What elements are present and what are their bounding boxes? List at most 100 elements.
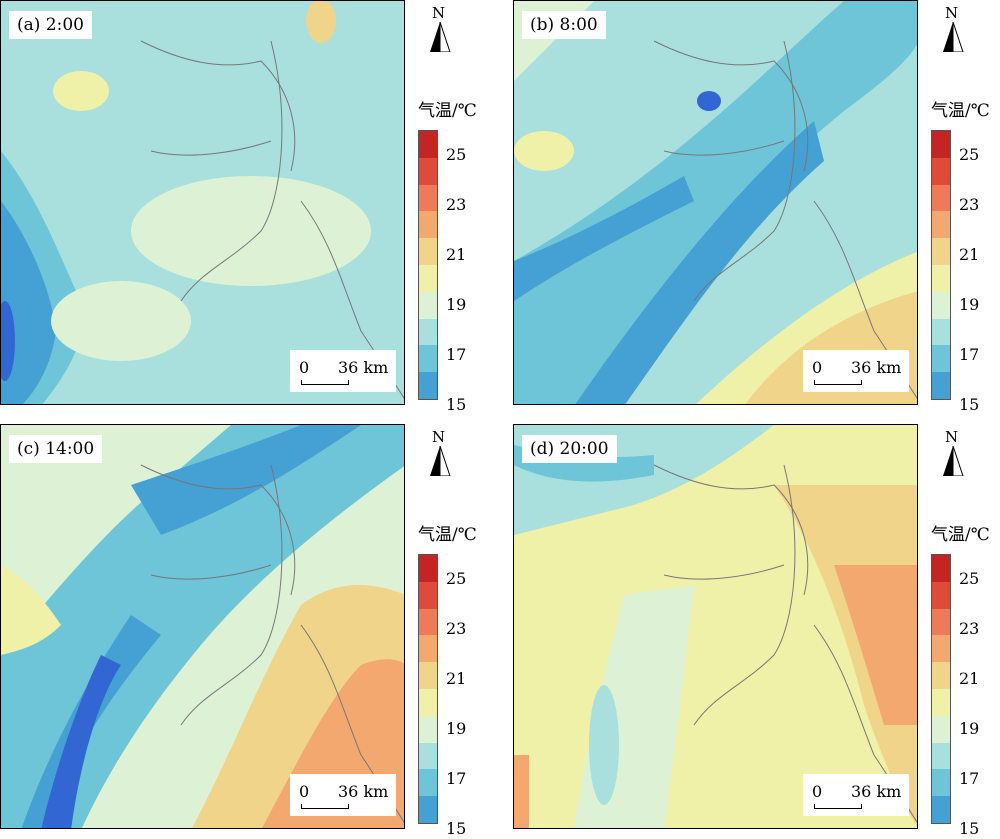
temperature-zone <box>514 1 917 404</box>
legend-title: 气温/℃ <box>931 101 990 121</box>
legend-swatch <box>419 238 437 265</box>
legend-swatch <box>932 372 950 399</box>
temperature-zone <box>589 685 619 805</box>
admin-boundary <box>180 464 283 726</box>
map-panel-d: (d) 20:00 0 36 km N 气温/℃ 25 23 21 19 17 15 <box>513 424 1000 839</box>
temperature-zone <box>514 755 529 828</box>
temperature-zone <box>834 565 917 725</box>
legend-swatch <box>932 318 950 346</box>
temperature-map: (a) 2:00 0 36 km <box>0 0 405 405</box>
temperature-zone <box>51 281 191 361</box>
legend-tick: 23 <box>959 619 980 638</box>
legend-swatch <box>419 742 437 770</box>
legend-swatch <box>932 184 950 212</box>
admin-boundary <box>180 40 283 302</box>
legend-swatch <box>932 581 950 609</box>
legend-tick: 23 <box>446 195 467 214</box>
temperature-zone <box>514 176 694 301</box>
scale-bar-zero: 0 <box>299 782 310 801</box>
temperature-zone <box>1 201 56 404</box>
admin-boundary <box>140 464 296 596</box>
legend-tick: 15 <box>446 819 467 838</box>
panel-label: (a) 2:00 <box>9 11 92 39</box>
legend-swatch <box>419 211 437 239</box>
temperature-zone <box>131 425 361 535</box>
temperature-zone <box>1 301 15 381</box>
map-panel-a: (a) 2:00 0 36 km N 气温/℃ 25 23 21 19 17 15 <box>0 0 510 415</box>
legend-title: 气温/℃ <box>418 101 477 121</box>
panel-label: (b) 8:00 <box>522 11 606 39</box>
north-label: N <box>432 428 446 446</box>
map-panel-b: (b) 8:00 0 36 km N 气温/℃ 25 23 21 19 17 15 <box>513 0 1000 415</box>
scale-bar: 0 36 km <box>803 350 909 392</box>
north-arrow-icon: N <box>938 4 968 52</box>
legend-swatch <box>419 291 437 319</box>
scale-bar-zero: 0 <box>299 358 310 377</box>
admin-boundary <box>693 40 796 302</box>
admin-boundary <box>150 564 272 580</box>
legend-tick: 17 <box>959 345 980 364</box>
legend-swatch <box>419 662 437 689</box>
legend-tick: 21 <box>959 669 980 688</box>
legend-tick: 25 <box>959 145 980 164</box>
admin-boundary <box>653 464 809 596</box>
legend-swatch <box>419 715 437 743</box>
legend-swatch <box>932 608 950 636</box>
legend-swatch <box>419 184 437 212</box>
temperature-map: (d) 20:00 0 36 km <box>513 424 918 829</box>
legend-tick: 23 <box>446 619 467 638</box>
legend-swatch <box>932 291 950 319</box>
legend-swatch <box>419 157 437 185</box>
legend-swatch <box>419 555 437 582</box>
admin-boundary <box>693 464 796 726</box>
north-arrow-icon: N <box>425 428 455 476</box>
legend-swatch <box>932 555 950 582</box>
legend-tick: 21 <box>446 245 467 264</box>
legend-swatch <box>419 688 437 716</box>
temperature-zone <box>306 1 336 43</box>
legend-tick: 19 <box>959 295 980 314</box>
temperature-zone <box>1 425 404 828</box>
scale-bar: 0 36 km <box>290 350 396 392</box>
legend-swatch <box>932 796 950 823</box>
legend-swatch <box>932 662 950 689</box>
panel-label: (c) 14:00 <box>9 435 103 463</box>
temperature-zone <box>697 91 721 111</box>
legend-swatch <box>932 715 950 743</box>
legend-swatch <box>419 318 437 346</box>
scale-bar: 0 36 km <box>290 774 396 816</box>
legend-swatch <box>932 157 950 185</box>
legend-swatch <box>932 131 950 158</box>
legend-swatch <box>932 688 950 716</box>
legend-tick: 25 <box>959 569 980 588</box>
admin-boundary <box>653 40 809 172</box>
legend-swatch <box>932 211 950 239</box>
legend-swatch <box>419 796 437 823</box>
legend-swatch <box>419 635 437 663</box>
temperature-zone <box>41 655 121 828</box>
legend-swatch <box>932 742 950 770</box>
legend-tick: 23 <box>959 195 980 214</box>
north-arrow-icon: N <box>938 428 968 476</box>
legend-tick: 25 <box>446 145 467 164</box>
scale-bar-zero: 0 <box>812 358 823 377</box>
legend-swatch <box>419 769 437 797</box>
legend-swatch <box>419 264 437 292</box>
legend-swatch <box>932 345 950 373</box>
scale-bar-line <box>301 380 349 385</box>
legend-swatch <box>932 635 950 663</box>
legend-tick: 17 <box>959 769 980 788</box>
legend-tick: 25 <box>446 569 467 588</box>
admin-boundary <box>140 40 296 172</box>
temperature-zone <box>1 565 61 655</box>
color-legend-bar <box>418 554 438 824</box>
temperature-zone <box>53 71 109 111</box>
legend-title: 气温/℃ <box>418 525 477 545</box>
admin-boundary <box>663 140 785 156</box>
north-label: N <box>945 4 959 22</box>
map-panel-c: (c) 14:00 0 36 km N 气温/℃ 25 23 21 19 17 15 <box>0 424 510 839</box>
temperature-map: (b) 8:00 0 36 km <box>513 0 918 405</box>
scale-bar-line <box>301 804 349 809</box>
color-legend-bar <box>931 130 951 400</box>
legend-tick: 15 <box>959 395 980 414</box>
